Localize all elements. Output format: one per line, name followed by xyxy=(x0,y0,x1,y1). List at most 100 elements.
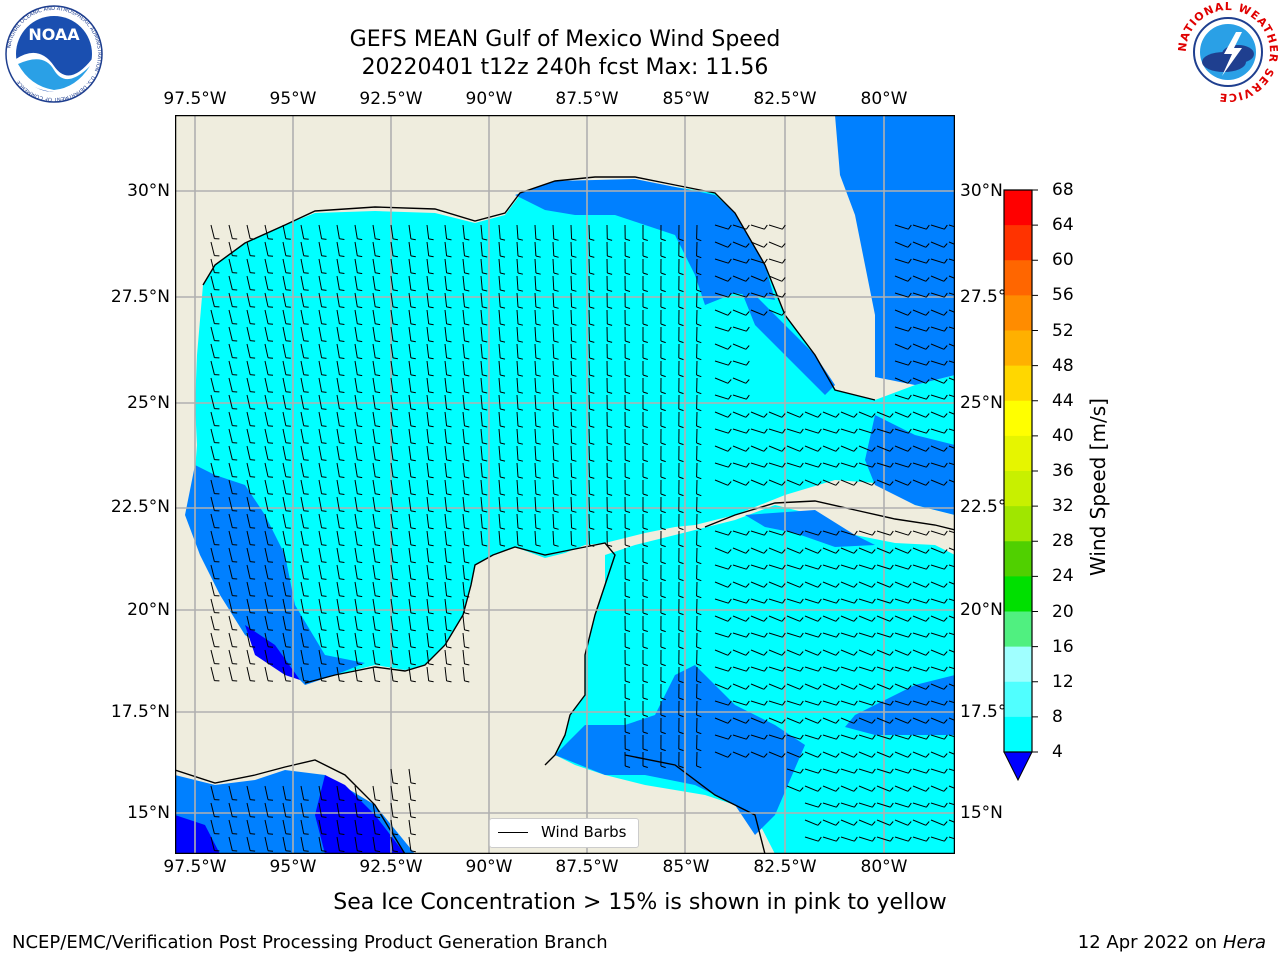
wind-barb-flag xyxy=(625,544,631,547)
wind-barb xyxy=(858,581,873,588)
wind-barb-flag xyxy=(375,646,381,649)
wind-barb xyxy=(390,632,394,647)
wind-barb-flag xyxy=(943,564,948,570)
wind-barb xyxy=(300,513,305,528)
wind-barb-flag xyxy=(642,238,648,241)
wind-barb xyxy=(336,632,340,647)
wind-barb-flag xyxy=(625,476,631,479)
wind-barb-flag xyxy=(607,272,613,275)
wind-barb xyxy=(750,292,765,298)
wind-barb-flag xyxy=(464,646,470,649)
wind-barb-flag xyxy=(517,374,524,377)
wind-barb-flag xyxy=(285,799,291,801)
wind-barb-flag xyxy=(696,527,702,531)
lon-tick-bottom: 80°W xyxy=(860,857,908,877)
wind-barb xyxy=(768,734,783,740)
wind-barb xyxy=(372,377,376,392)
wind-barb xyxy=(210,547,215,562)
wind-barb xyxy=(318,581,323,596)
wind-barb-flag xyxy=(625,595,631,598)
wind-barb xyxy=(588,309,590,325)
wind-barb xyxy=(912,445,927,452)
wind-barb xyxy=(876,564,891,570)
wind-barb-flag xyxy=(660,510,666,514)
colorbar-tick-label: 44 xyxy=(1052,390,1074,411)
wind-barb xyxy=(948,734,955,738)
wind-barb-flag xyxy=(660,340,666,344)
wind-barb xyxy=(264,581,269,596)
wind-barb xyxy=(336,309,340,324)
wind-barb xyxy=(930,309,945,316)
wind-barb-flag xyxy=(339,408,345,410)
wind-barb xyxy=(480,258,483,273)
wind-barb-flag xyxy=(943,632,948,638)
wind-barb xyxy=(714,241,729,248)
wind-barb xyxy=(318,802,323,817)
wind-barb-flag xyxy=(925,360,930,366)
wind-barb-flag xyxy=(607,459,613,462)
wind-barb-flag xyxy=(464,272,470,275)
wind-barb-flag xyxy=(250,544,256,546)
wind-barb-flag xyxy=(267,238,274,240)
wind-barb-flag xyxy=(446,272,452,275)
wind-barb-flag xyxy=(535,408,541,411)
wind-barb-flag xyxy=(321,612,327,614)
wind-barb xyxy=(714,326,729,332)
wind-barb-flag xyxy=(907,685,912,690)
wind-barb-flag xyxy=(464,680,470,683)
wind-barb-flag xyxy=(642,697,648,700)
wind-barb xyxy=(426,224,430,239)
wind-barb xyxy=(210,343,215,358)
wind-barb-flag xyxy=(625,527,631,530)
wind-barb-flag xyxy=(571,408,577,411)
wind-barb-flag xyxy=(464,595,470,598)
wind-barb xyxy=(462,275,465,290)
colorbar-segment xyxy=(1004,471,1032,507)
wind-barb-flag xyxy=(375,476,381,479)
wind-barb xyxy=(246,292,251,307)
wind-barb xyxy=(300,649,305,664)
wind-barb-flag xyxy=(678,476,684,480)
wind-barb xyxy=(804,734,819,740)
wind-barb xyxy=(462,581,465,596)
wind-barb xyxy=(912,734,927,740)
wind-barb xyxy=(246,445,251,460)
wind-barb xyxy=(498,462,501,478)
wind-barb-flag xyxy=(817,734,822,740)
wind-barb-flag xyxy=(745,394,750,400)
wind-barb-flag xyxy=(817,802,822,808)
wind-barb-flag xyxy=(250,510,256,512)
wind-barb-flag xyxy=(745,360,750,366)
wind-barb xyxy=(768,700,783,706)
wind-barb xyxy=(444,666,448,681)
wind-barb xyxy=(372,275,376,290)
wind-barb xyxy=(246,462,251,477)
wind-barb-flag xyxy=(853,617,858,622)
wind-barb-flag xyxy=(410,493,416,496)
wind-barb-flag xyxy=(835,632,840,638)
wind-barb xyxy=(444,547,448,562)
wind-barb-flag xyxy=(642,289,648,292)
wind-barb-flag xyxy=(907,719,912,724)
wind-barb xyxy=(786,564,801,570)
wind-barb-flag xyxy=(392,612,398,615)
wind-barb xyxy=(444,360,448,375)
lat-tick-left: 27.5°N xyxy=(110,287,170,307)
wind-barb-flag xyxy=(517,238,524,241)
wind-barb xyxy=(228,275,233,290)
wind-barb-flag xyxy=(571,272,577,275)
wind-barb xyxy=(336,343,340,358)
wind-barb-flag xyxy=(250,476,256,478)
wind-barb xyxy=(354,275,358,290)
wind-barb xyxy=(876,479,891,486)
wind-barb xyxy=(282,564,287,579)
wind-barb-flag xyxy=(763,258,768,264)
map-panel xyxy=(175,115,955,854)
wind-barb-flag xyxy=(943,700,948,706)
wind-barb-flag xyxy=(925,292,930,298)
wind-barb xyxy=(948,615,955,620)
wind-barb xyxy=(858,700,873,706)
wind-barb-flag xyxy=(392,510,398,513)
wind-barb-flag xyxy=(678,646,684,650)
wind-barb-flag xyxy=(321,527,327,529)
